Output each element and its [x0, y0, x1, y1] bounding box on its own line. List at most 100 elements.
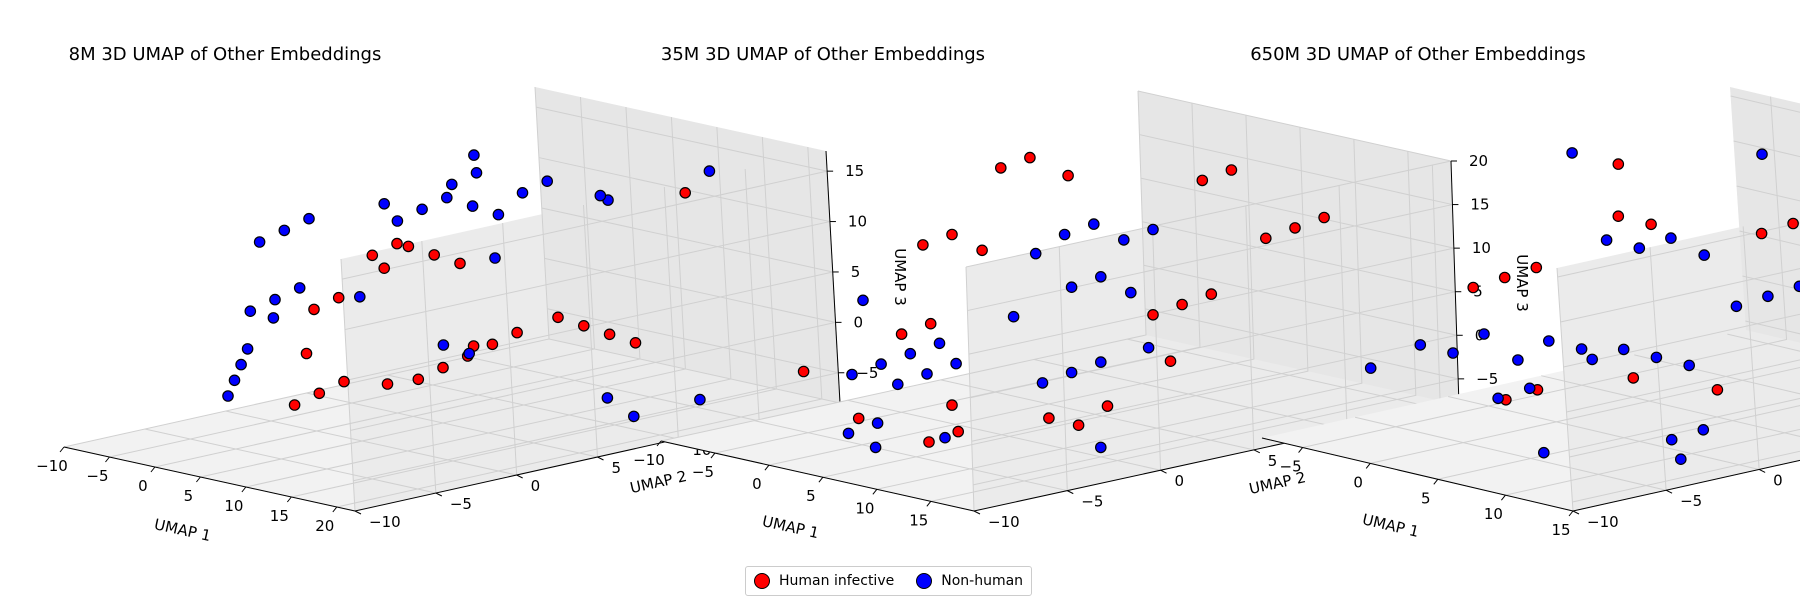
data-point [875, 358, 887, 370]
data-point [679, 187, 691, 199]
y-tick-label: 5 [612, 459, 622, 477]
data-point [378, 262, 390, 274]
grid-line-z [1557, 95, 1800, 278]
y-tick-label: 0 [1773, 471, 1783, 489]
chart-title: 650M 3D UMAP of Other Embeddings [1250, 44, 1586, 65]
data-point [1205, 288, 1218, 300]
x-tick-label: 15 [270, 507, 289, 525]
x-tick-label: 15 [1551, 521, 1570, 539]
z-tick-label: 15 [1470, 196, 1489, 214]
x-tick-label: 15 [909, 511, 928, 529]
x-tick-label: 0 [1353, 473, 1363, 491]
x-tick-label: −5 [86, 467, 108, 485]
data-point [445, 178, 458, 191]
data-point [412, 373, 425, 386]
x-tick-label: −5 [692, 463, 714, 481]
data-point [1318, 211, 1330, 224]
data-point [241, 343, 254, 355]
data-point [939, 431, 951, 444]
x-tick-label: 0 [752, 475, 762, 493]
grid-line-x [876, 139, 1363, 490]
data-point [846, 368, 858, 381]
series-human-infective [1467, 158, 1799, 406]
data-point [994, 162, 1007, 174]
data-point [857, 294, 869, 307]
y-tick-mark [973, 510, 981, 515]
z-axis-line [825, 150, 841, 404]
data-point [1101, 400, 1114, 412]
data-point [891, 378, 904, 391]
x-tick-label: 10 [855, 499, 874, 517]
y-tick-mark [1758, 469, 1766, 473]
data-point [228, 374, 241, 387]
legend-item-non-human: Non-human [916, 573, 1023, 589]
data-point [946, 228, 958, 241]
data-point [869, 441, 882, 454]
z-axis-label: UMAP 3 [891, 248, 909, 306]
data-point [1095, 270, 1107, 283]
y-tick-mark [354, 510, 362, 515]
data-point [871, 417, 884, 429]
data-point [1176, 298, 1188, 311]
data-point [402, 240, 415, 253]
grid-line-x [1370, 366, 1800, 464]
x-tick-label: 20 [315, 517, 334, 535]
data-point [917, 239, 929, 251]
data-point [440, 191, 453, 204]
data-point [338, 375, 350, 388]
data-point [366, 249, 379, 262]
data-point [1007, 310, 1020, 323]
data-point [428, 249, 440, 261]
series-non-human [842, 218, 1159, 454]
y-tick-mark [1160, 469, 1167, 474]
y-tick-mark [597, 456, 604, 461]
data-point [594, 189, 607, 202]
data-point [332, 291, 345, 304]
data-point [1065, 366, 1078, 379]
data-point [1711, 383, 1724, 396]
data-point [1072, 419, 1085, 431]
data-point [416, 203, 428, 216]
data-point [923, 436, 935, 448]
data-point [1260, 232, 1272, 245]
data-point [308, 303, 320, 316]
data-point [1225, 164, 1238, 176]
grid-line-z [1560, 140, 1800, 323]
y-tick-label: −5 [1680, 492, 1702, 510]
data-point [1627, 372, 1640, 384]
series-human-infective [797, 151, 1330, 448]
data-point [1029, 247, 1042, 260]
x-axis-label: UMAP 1 [1361, 510, 1421, 541]
y-tick-label: −10 [369, 513, 401, 531]
y-tick-mark [516, 474, 523, 479]
legend: Human infective Non-human [745, 566, 1033, 596]
data-point [1492, 392, 1504, 405]
y-tick-label: −5 [1081, 493, 1103, 511]
data-point [1467, 281, 1479, 294]
data-point [1755, 227, 1768, 240]
data-point [1787, 217, 1799, 230]
x-axis-line [63, 446, 356, 512]
x-tick-mark [926, 501, 932, 507]
data-point [1665, 232, 1677, 244]
y-tick-label: 0 [531, 477, 541, 495]
data-point [1058, 228, 1071, 241]
data-point [353, 290, 366, 303]
data-point [552, 311, 564, 324]
data-point [437, 339, 450, 351]
data-point [1756, 148, 1768, 160]
x-tick-label: 5 [806, 487, 816, 505]
x-tick-mark [105, 456, 110, 463]
data-point [629, 336, 642, 349]
y-tick-mark [1067, 490, 1074, 495]
data-point [1364, 362, 1377, 374]
data-point [1675, 453, 1687, 465]
data-point [293, 282, 306, 294]
data-point [244, 305, 257, 317]
x-tick-label: 10 [1484, 505, 1503, 523]
data-point [235, 358, 247, 371]
data-point [603, 328, 616, 341]
data-point [1538, 446, 1550, 459]
